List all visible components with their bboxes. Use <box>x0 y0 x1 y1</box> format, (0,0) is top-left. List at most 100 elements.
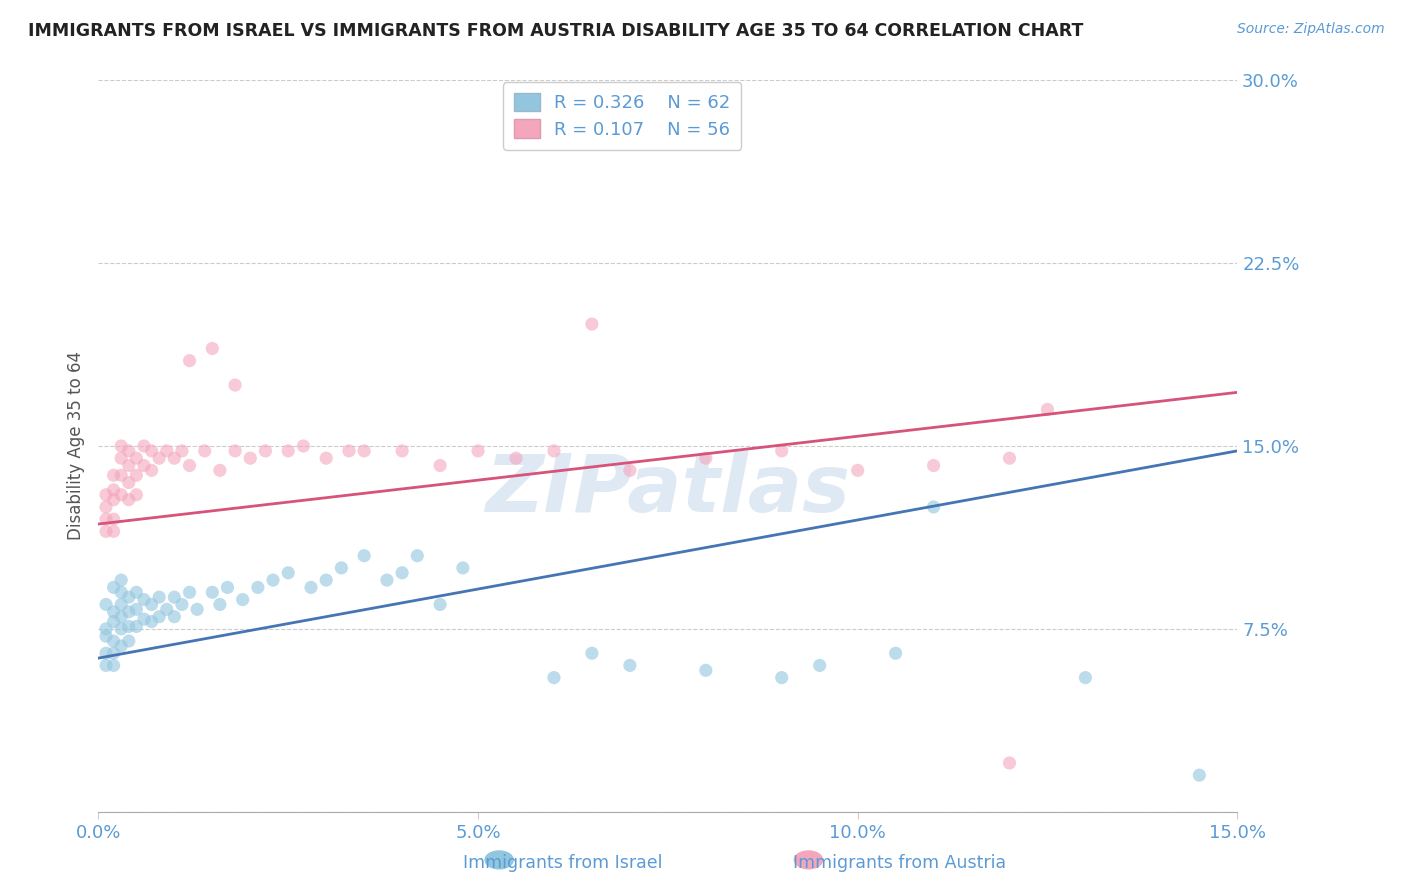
Point <box>141 463 163 477</box>
Point <box>110 622 132 636</box>
Point <box>217 581 239 595</box>
Point <box>132 458 155 473</box>
Point <box>163 609 186 624</box>
Point <box>429 458 451 473</box>
Point <box>94 500 117 514</box>
Point <box>224 443 246 458</box>
Circle shape <box>794 851 823 869</box>
Point <box>224 378 246 392</box>
Point <box>118 619 141 633</box>
Point <box>103 615 125 629</box>
Point <box>132 439 155 453</box>
Point <box>103 468 125 483</box>
Point <box>103 524 125 539</box>
Point <box>148 609 170 624</box>
Point <box>467 443 489 458</box>
Point <box>118 634 141 648</box>
Point <box>141 443 163 458</box>
Point <box>125 488 148 502</box>
Point <box>353 549 375 563</box>
Point <box>103 483 125 497</box>
Point <box>148 590 170 604</box>
Point <box>110 609 132 624</box>
Point <box>998 756 1021 770</box>
Point <box>581 646 603 660</box>
Point <box>103 512 125 526</box>
Point <box>103 634 125 648</box>
Text: Source: ZipAtlas.com: Source: ZipAtlas.com <box>1237 22 1385 37</box>
Point <box>922 500 945 514</box>
Point <box>170 443 193 458</box>
Point <box>375 573 398 587</box>
Point <box>619 658 641 673</box>
Point <box>156 602 179 616</box>
Text: ZIPatlas: ZIPatlas <box>485 450 851 529</box>
Point <box>451 561 474 575</box>
Point <box>922 458 945 473</box>
Point <box>1036 402 1059 417</box>
Point <box>118 590 141 604</box>
Point <box>262 573 284 587</box>
Point <box>179 353 201 368</box>
Point <box>103 646 125 660</box>
Point <box>110 585 132 599</box>
Circle shape <box>485 851 513 869</box>
Point <box>118 443 141 458</box>
Point <box>125 619 148 633</box>
Point <box>391 566 413 580</box>
Point <box>391 443 413 458</box>
Point <box>132 592 155 607</box>
Point <box>125 602 148 616</box>
Point <box>505 451 527 466</box>
Point <box>695 663 717 677</box>
Y-axis label: Disability Age 35 to 64: Disability Age 35 to 64 <box>66 351 84 541</box>
Text: Immigrants from Israel: Immigrants from Israel <box>463 855 662 872</box>
Legend: R = 0.326    N = 62, R = 0.107    N = 56: R = 0.326 N = 62, R = 0.107 N = 56 <box>503 82 741 150</box>
Point <box>103 581 125 595</box>
Point <box>103 658 125 673</box>
Point <box>581 317 603 331</box>
Point <box>770 671 793 685</box>
Point <box>156 443 179 458</box>
Point <box>315 573 337 587</box>
Point <box>277 443 299 458</box>
Point <box>125 451 148 466</box>
Text: IMMIGRANTS FROM ISRAEL VS IMMIGRANTS FROM AUSTRIA DISABILITY AGE 35 TO 64 CORREL: IMMIGRANTS FROM ISRAEL VS IMMIGRANTS FRO… <box>28 22 1084 40</box>
Point <box>125 468 148 483</box>
Point <box>103 605 125 619</box>
Point <box>118 492 141 507</box>
Point <box>103 492 125 507</box>
Point <box>619 463 641 477</box>
Point <box>208 463 231 477</box>
Point <box>179 585 201 599</box>
Point <box>141 615 163 629</box>
Point <box>299 581 322 595</box>
Point <box>201 585 224 599</box>
Point <box>232 592 254 607</box>
Point <box>110 468 132 483</box>
Point <box>110 639 132 653</box>
Point <box>118 458 141 473</box>
Point <box>94 524 117 539</box>
Point <box>141 598 163 612</box>
Point <box>239 451 262 466</box>
Point <box>94 629 117 643</box>
Point <box>110 598 132 612</box>
Point <box>353 443 375 458</box>
Point <box>118 475 141 490</box>
Point <box>148 451 170 466</box>
Point <box>132 612 155 626</box>
Point <box>170 598 193 612</box>
Point <box>1188 768 1211 782</box>
Point <box>543 443 565 458</box>
Point <box>194 443 217 458</box>
Point <box>292 439 315 453</box>
Point <box>94 622 117 636</box>
Text: Immigrants from Austria: Immigrants from Austria <box>793 855 1007 872</box>
Point <box>846 463 869 477</box>
Point <box>254 443 277 458</box>
Point <box>277 566 299 580</box>
Point <box>695 451 717 466</box>
Point <box>770 443 793 458</box>
Point <box>246 581 269 595</box>
